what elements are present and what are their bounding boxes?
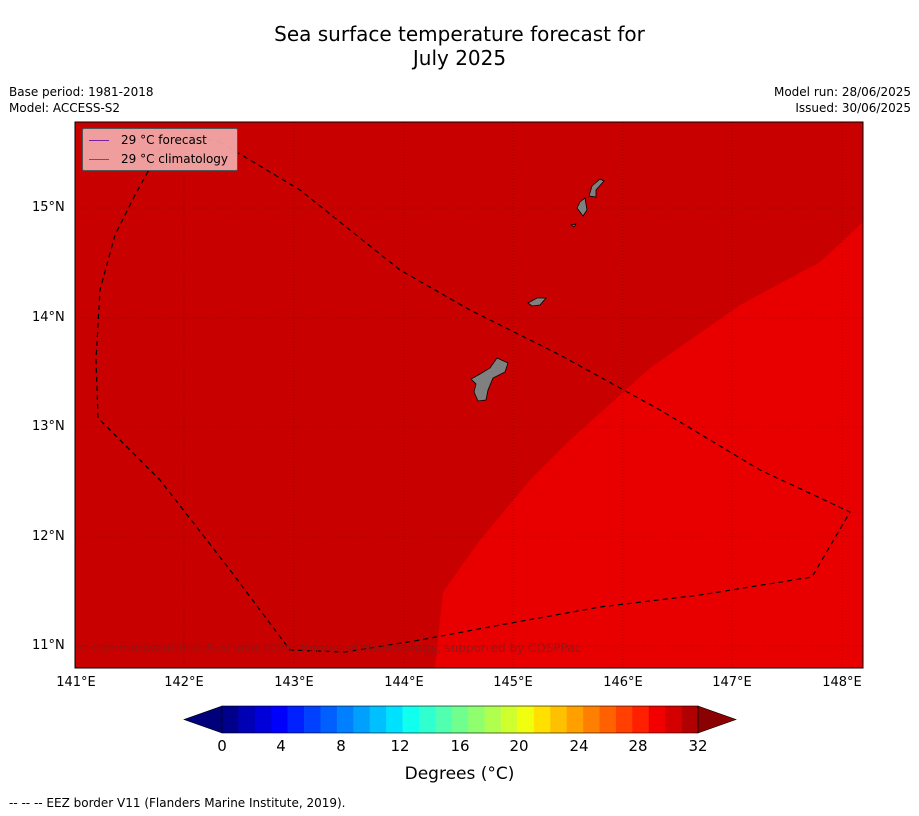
colorbar-over-extend [697,705,737,734]
colorbar-tick-20: 20 [509,737,529,755]
lon-label-146e: 146°E [603,675,643,690]
colorbar-segment [484,706,502,733]
model-name: Model: ACCESS-S2 [9,101,121,115]
colorbar-title: Degrees (°C) [404,764,515,784]
colorbar-segment [533,706,551,733]
legend-forecast: 29 °C forecast [89,132,207,148]
base-period: Base period: 1981-2018 [9,85,154,99]
colorbar [183,705,737,734]
colorbar-segment [681,706,699,733]
gridlines [75,122,863,668]
colorbar-segment [566,706,584,733]
legend-climatology-line [89,158,109,160]
colorbar-segment [320,706,338,733]
lon-label-141e: 141°E [56,675,96,690]
legend-climatology: 29 °C climatology [89,151,228,167]
colorbar-segment [550,706,567,733]
lat-label-11n: 11°N [32,638,65,653]
colorbar-segment [304,706,321,733]
colorbar-segment [517,706,535,733]
sst-region-lower-right [435,222,863,668]
colorbar-segment [648,706,666,733]
colorbar-segment [418,706,436,733]
colorbar-tick-4: 4 [276,737,286,755]
issued-date: Issued: 30/06/2025 [795,101,911,115]
lon-label-145e: 145°E [493,675,533,690]
title-line-1: Sea surface temperature forecast for [274,22,645,46]
colorbar-segment [632,706,650,733]
title-line-2: July 2025 [412,46,507,70]
colorbar-segment [336,706,354,733]
lat-label-12n: 12°N [32,529,65,544]
colorbar-segment [353,706,371,733]
colorbar-segment [287,706,305,733]
colorbar-tick-12: 12 [390,737,410,755]
meta-left: Base period: 1981-2018 Model: ACCESS-S2 [9,84,154,116]
colorbar-segment [402,706,420,733]
meta-right: Model run: 28/06/2025 Issued: 30/06/2025 [774,84,911,116]
colorbar-segment [254,706,272,733]
colorbar-segment [665,706,682,733]
lon-label-148e: 148°E [822,675,862,690]
colorbar-tick-28: 28 [628,737,648,755]
colorbar-segment [238,706,256,733]
colorbar-segment [583,706,600,733]
colorbar-segment [501,706,518,733]
chart-title: Sea surface temperature forecast for Jul… [0,22,919,70]
colorbar-tick-24: 24 [569,737,589,755]
map-frame [74,121,864,669]
colorbar-tick-16: 16 [450,737,470,755]
legend-forecast-line [89,139,109,141]
colorbar-segment [615,706,633,733]
colorbar-tick-0: 0 [217,737,227,755]
colorbar-segment [222,706,239,733]
island-tinian [576,197,588,217]
legend-climatology-label: 29 °C climatology [121,152,229,166]
colorbar-segment [369,706,387,733]
island-guam [470,357,509,402]
legend: 29 °C forecast 29 °C climatology [82,128,238,171]
islands [470,178,605,402]
lon-label-147e: 147°E [712,675,752,690]
island-aguijan [569,223,577,228]
legend-forecast-label: 29 °C forecast [121,133,207,147]
colorbar-segment [435,706,453,733]
lat-label-13n: 13°N [32,419,65,434]
colorbar-segment [599,706,617,733]
lon-label-142e: 142°E [164,675,204,690]
colorbar-segment [271,706,288,733]
model-run: Model run: 28/06/2025 [773,85,911,99]
copyright-notice: © Commonwealth of Australia 2025, Bureau… [76,641,582,655]
colorbar-frame [221,705,699,734]
lon-label-143e: 143°E [274,675,314,690]
colorbar-segment [451,706,469,733]
eez-border [95,134,851,653]
lat-label-14n: 14°N [32,310,65,325]
colorbar-under-extend [183,705,223,734]
lon-label-144e: 144°E [384,675,424,690]
island-rota [527,297,547,307]
colorbar-tick-8: 8 [336,737,346,755]
eez-footnote: -- -- -- EEZ border V11 (Flanders Marine… [9,796,346,810]
colorbar-segment [386,706,403,733]
colorbar-tick-32: 32 [688,737,708,755]
lat-label-15n: 15°N [32,200,65,215]
colorbar-segment [468,706,485,733]
island-saipan [588,178,605,198]
